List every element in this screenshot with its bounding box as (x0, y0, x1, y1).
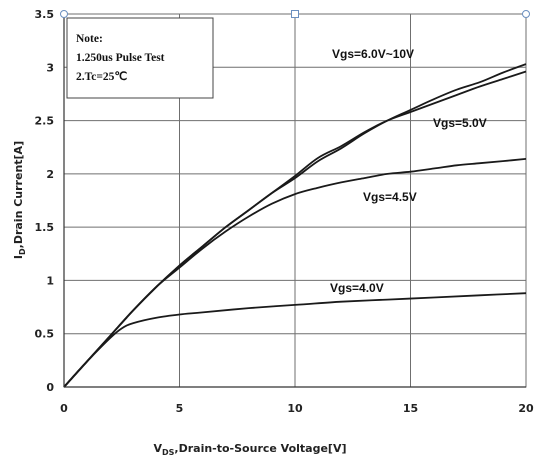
y-tick-label: 2 (46, 168, 54, 181)
corner-marker-right (522, 10, 530, 18)
x-tick-label: 5 (176, 402, 184, 415)
x-tick-label: 0 (60, 402, 68, 415)
note-title: Note: (76, 33, 103, 45)
corner-marker-left (60, 10, 68, 18)
series-line-2 (63, 158, 527, 388)
x-axis-title-main: V (154, 442, 163, 455)
note-box: Note: 1.250us Pulse Test 2.Tc=25℃ (66, 17, 214, 99)
series-line-3 (63, 292, 527, 388)
y-tick-label: 3.5 (35, 8, 55, 21)
note-line-2: 2.Tc=25℃ (76, 70, 127, 83)
x-axis-title-sub: DS (162, 448, 175, 457)
series-label-vgs-4: Vgs=4.0V (330, 281, 384, 295)
x-tick-label: 20 (518, 402, 534, 415)
note-box-frame (66, 17, 214, 99)
x-axis-title-rest: ,Drain-to-Source Voltage[V] (174, 442, 346, 455)
y-axis-title-main: I (12, 255, 25, 259)
note-line-1: 1.250us Pulse Test (76, 52, 165, 64)
y-tick-label: 0 (46, 381, 54, 394)
x-tick-label: 10 (287, 402, 303, 415)
y-axis-title-sub: D (18, 248, 27, 255)
y-tick-label: 2.5 (35, 115, 55, 128)
tick-labels: 0 5 10 15 20 0 0.5 1 1.5 2 2.5 3 3.5 (35, 8, 534, 415)
series-label-vgs-5: Vgs=5.0V (433, 116, 487, 130)
series-label-vgs-4-5: Vgs=4.5V (363, 190, 417, 204)
y-tick-label: 1.5 (35, 221, 55, 234)
y-axis-title: ID,Drain Current[A] (12, 141, 27, 259)
y-axis-title-rest: ,Drain Current[A] (12, 141, 25, 248)
series-label-vgs-6-10: Vgs=6.0V~10V (332, 47, 414, 61)
y-tick-label: 0.5 (35, 328, 55, 341)
x-axis-title: VDS,Drain-to-Source Voltage[V] (154, 442, 347, 457)
y-tick-label: 3 (46, 61, 54, 74)
y-tick-label: 1 (46, 274, 54, 287)
corner-marker-mid (291, 10, 299, 18)
series-layer (63, 63, 527, 388)
x-tick-label: 15 (403, 402, 418, 415)
